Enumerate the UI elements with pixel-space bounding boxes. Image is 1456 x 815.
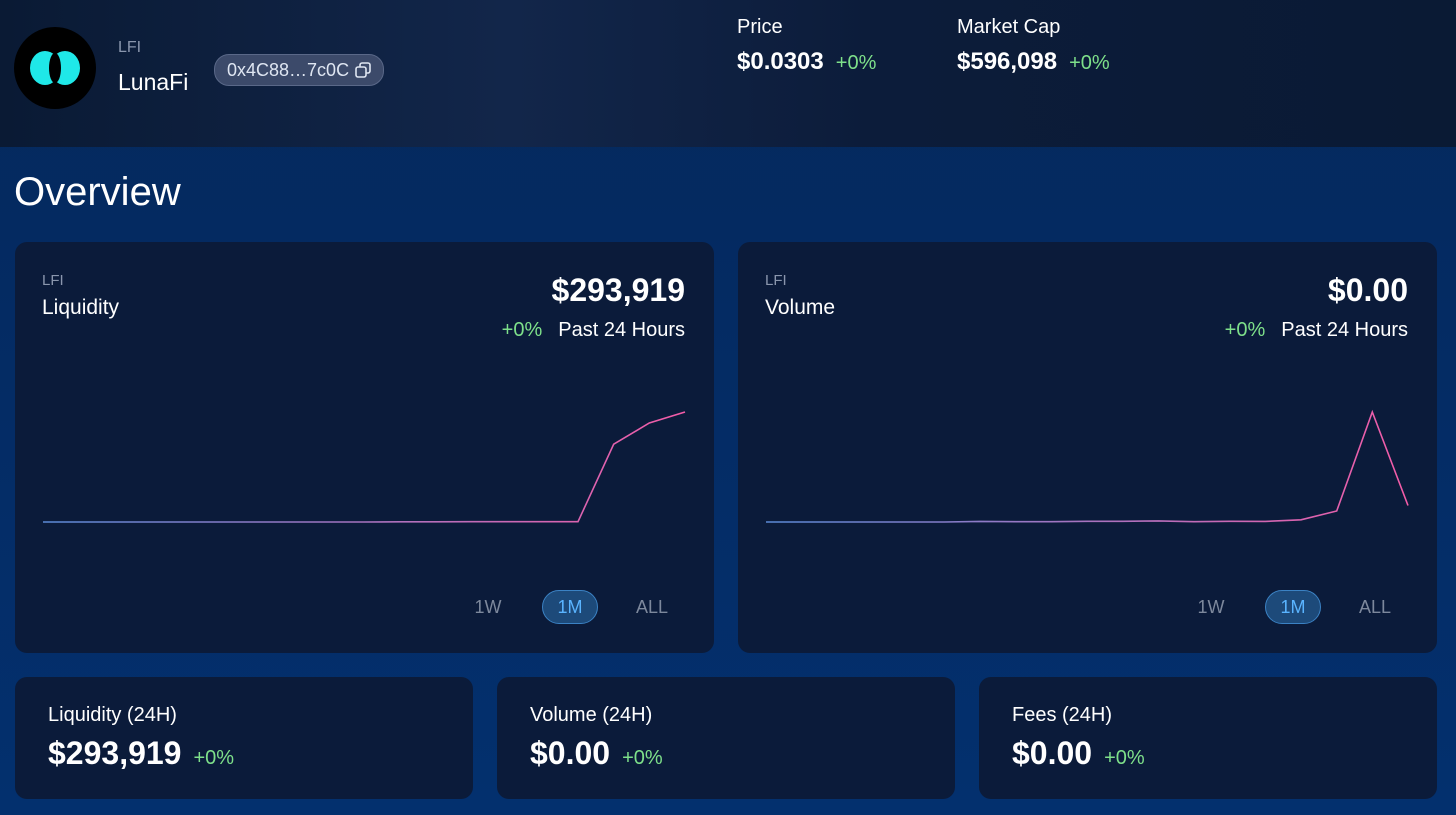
summary-change: +0% — [622, 747, 663, 769]
copy-icon — [355, 62, 371, 78]
range-button[interactable]: 1M — [542, 590, 598, 624]
range-button[interactable]: 1W — [1197, 597, 1225, 617]
summary-label: Volume (24H) — [530, 704, 653, 726]
summary-row: $0.00 +0% — [1012, 735, 1145, 772]
card-value: $0.00 — [1327, 272, 1408, 308]
summary-value: $0.00 — [1012, 735, 1093, 771]
stat-label: Price — [737, 16, 783, 38]
token-symbol: LFI — [118, 39, 142, 56]
card-change-row: +0% Past 24 Hours — [1225, 319, 1408, 342]
page-title: Overview — [14, 170, 181, 214]
token-logo — [14, 27, 96, 109]
line-series — [43, 411, 686, 523]
card-period: Past 24 Hours — [1281, 319, 1408, 341]
stat-value: $0.0303 — [737, 48, 824, 75]
summary-label: Liquidity (24H) — [48, 704, 177, 726]
card-change: +0% — [501, 319, 543, 341]
summary-label: Fees (24H) — [1012, 704, 1113, 726]
range-button[interactable]: 1W — [474, 597, 502, 617]
summary-card: Liquidity (24H) $293,919 +0% — [15, 677, 473, 799]
summary-row: $0.00 +0% — [530, 735, 663, 772]
stat-label: Market Cap — [957, 16, 1061, 38]
chart-card: LFI Volume $0.00 +0% Past 24 Hours 1W 1M ALL — [738, 242, 1437, 653]
stat-row: $596,098 +0% — [957, 48, 1110, 76]
chart-card: LFI Liquidity $293,919 +0% Past 24 Hours 1W 1M… — [15, 242, 714, 653]
summary-card: Fees (24H) $0.00 +0% — [979, 677, 1437, 799]
token-address: 0x4C88…7c0C — [227, 60, 350, 80]
range-button[interactable]: ALL — [635, 597, 669, 617]
summary-value: $293,919 — [48, 735, 182, 771]
card-symbol: LFI — [765, 272, 787, 289]
stat-change: +0% — [835, 52, 877, 74]
range-button[interactable]: 1M — [1265, 590, 1321, 624]
summary-row: $293,919 +0% — [48, 735, 234, 772]
card-value: $293,919 — [551, 272, 685, 308]
stat-change: +0% — [1069, 52, 1110, 74]
summary-value: $0.00 — [530, 735, 611, 771]
stat-row: $0.0303 +0% — [737, 48, 876, 76]
card-change: +0% — [1224, 319, 1266, 341]
token-name: LunaFi — [118, 69, 189, 95]
summary-card: Volume (24H) $0.00 +0% — [497, 677, 955, 799]
range-button[interactable]: ALL — [1358, 597, 1392, 617]
card-symbol: LFI — [42, 272, 64, 289]
token-header: LFI LunaFi 0x4C88…7c0C Price $0.0303 +0% Ma… — [0, 0, 1456, 147]
card-change-row: +0% Past 24 Hours — [502, 319, 685, 342]
stat-value: $596,098 — [957, 48, 1058, 75]
address-copy[interactable]: 0x4C88…7c0C — [214, 54, 385, 86]
card-label: Volume — [765, 296, 836, 319]
summary-change: +0% — [1104, 747, 1145, 769]
card-period: Past 24 Hours — [558, 319, 685, 341]
card-label: Liquidity — [42, 296, 120, 319]
summary-change: +0% — [193, 747, 235, 769]
line-series — [766, 409, 1409, 523]
